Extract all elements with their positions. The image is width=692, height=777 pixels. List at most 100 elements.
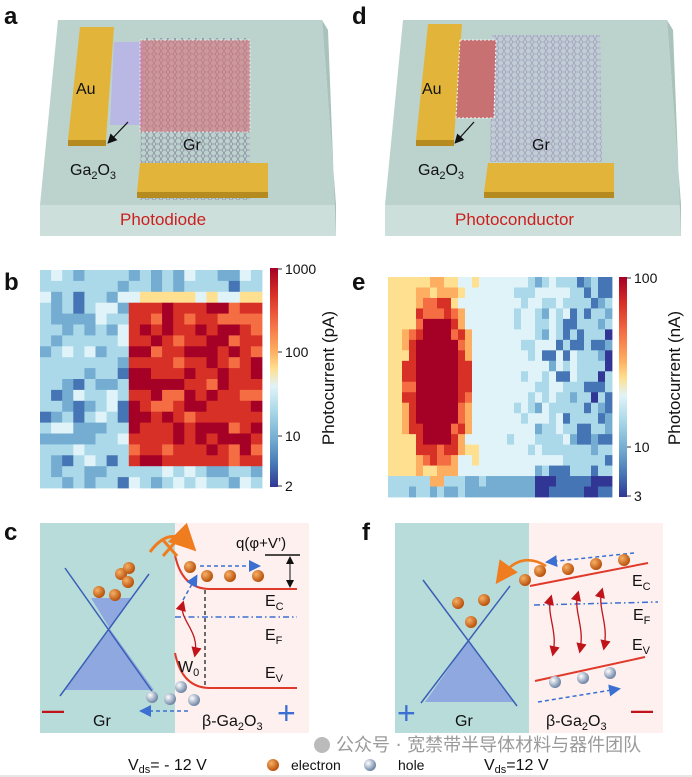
heatmap-cell	[437, 297, 445, 309]
heatmap-cell	[444, 318, 452, 330]
heatmap-cell	[528, 339, 536, 351]
heatmap-cell	[493, 476, 501, 487]
heatmap-cell	[486, 308, 494, 320]
heatmap-cell	[528, 297, 536, 309]
heatmap-cell	[472, 318, 480, 330]
heatmap-cell	[570, 318, 578, 330]
heatmap-cell	[62, 270, 74, 282]
heatmap-cell	[388, 413, 396, 425]
ef-label: EF	[265, 627, 283, 647]
heatmap-cell	[507, 339, 515, 351]
heatmap-cell	[444, 455, 452, 466]
heatmap-cell	[514, 381, 522, 393]
heatmap-cell	[556, 371, 564, 383]
heatmap-cell	[84, 389, 96, 402]
heatmap-cell	[402, 423, 410, 435]
heatmap-cell	[570, 444, 578, 456]
heatmap-cell	[206, 389, 218, 402]
heatmap-cell	[162, 444, 174, 456]
heatmap-cell	[51, 346, 63, 358]
heatmap-cell	[479, 308, 487, 320]
heatmap-cell	[128, 444, 141, 456]
heatmap-cell	[528, 287, 536, 299]
heatmap-cell	[139, 379, 152, 391]
heatmap-cell	[62, 368, 74, 380]
heatmap-cell	[217, 270, 230, 282]
heatmap-cell	[402, 392, 410, 404]
colorbar-label: Photocurrent (nA)	[665, 311, 684, 445]
heatmap-cell	[51, 466, 63, 478]
heatmap-cell	[556, 455, 564, 466]
heatmap-cell	[542, 413, 550, 425]
heatmap-cell	[62, 411, 74, 423]
heatmap-cell	[444, 486, 452, 498]
heatmap-cell	[195, 433, 207, 445]
heatmap-cell	[62, 455, 74, 467]
heatmap-cell	[416, 318, 424, 330]
heatmap-cell	[542, 277, 550, 288]
heatmap-cell	[598, 350, 606, 362]
heatmap-cell	[62, 466, 74, 478]
heatmap-cell	[570, 277, 578, 288]
heatmap-cell	[430, 360, 438, 372]
heatmap-cell	[584, 402, 592, 414]
barrier-label: q(φ+V’)	[236, 535, 286, 552]
au-electrode-bottom	[137, 163, 268, 192]
heatmap-cell	[563, 329, 571, 341]
heatmap-cell	[486, 465, 494, 477]
heatmap-cell	[458, 402, 466, 414]
heatmap-cell	[409, 350, 417, 362]
heatmap-cell	[162, 313, 174, 325]
heatmap-cell	[250, 389, 263, 402]
heatmap-cell	[465, 423, 473, 435]
heatmap-cell	[173, 313, 185, 325]
heatmap-cell	[591, 402, 599, 414]
heatmap-cell	[535, 277, 543, 288]
heatmap-cell	[507, 444, 515, 456]
au-electrode-bottom-edge	[484, 192, 614, 198]
heatmap-cell	[472, 329, 480, 341]
heatmap-cell	[423, 287, 431, 299]
wechat-icon	[314, 737, 330, 753]
heatmap-cell	[528, 423, 536, 435]
heatmap-cell	[409, 486, 417, 498]
heatmap-cell	[570, 465, 578, 477]
heatmap-cell	[217, 455, 230, 467]
heatmap-cell	[521, 423, 529, 435]
heatmap-cell	[40, 368, 52, 380]
heatmap-cell	[51, 335, 63, 347]
heatmap-cell	[62, 280, 74, 293]
heatmap-cell	[409, 392, 417, 404]
heatmap-cell	[395, 350, 403, 362]
heatmap-cell	[472, 277, 480, 288]
graphene-lattice	[490, 35, 602, 162]
heatmap-cell	[577, 297, 585, 309]
graphene-sheet	[490, 35, 602, 162]
heatmap-cell	[395, 434, 403, 446]
heatmap-cell	[444, 381, 452, 393]
heatmap-cell	[535, 423, 543, 435]
heatmap-cell	[507, 287, 515, 299]
heatmap-cell	[388, 371, 396, 383]
heatmap-cell	[106, 466, 119, 478]
heatmap-cell	[605, 308, 613, 320]
heatmap-cell	[514, 476, 522, 487]
heatmap-cell	[128, 291, 141, 304]
heatmap-cell	[493, 413, 501, 425]
heatmap-cell	[388, 297, 396, 309]
heatmap-cell	[173, 433, 185, 445]
heatmap-cell	[563, 371, 571, 383]
heatmap-cell	[409, 277, 417, 288]
heatmap-cell	[409, 402, 417, 414]
heatmap-cell	[184, 422, 196, 434]
colorbar-tick-label: 10	[634, 439, 650, 455]
heatmap-cell	[514, 287, 522, 299]
heatmap-cell	[250, 444, 263, 456]
heatmap-cell	[563, 465, 571, 477]
heatmap-cell	[139, 346, 152, 358]
heatmap-cell	[514, 339, 522, 351]
heatmap-cell	[584, 287, 592, 299]
watermark: 公众号 · 宽禁带半导体材料与器件团队	[336, 735, 641, 756]
heatmap-cell	[73, 346, 85, 358]
heatmap-cell	[591, 329, 599, 341]
